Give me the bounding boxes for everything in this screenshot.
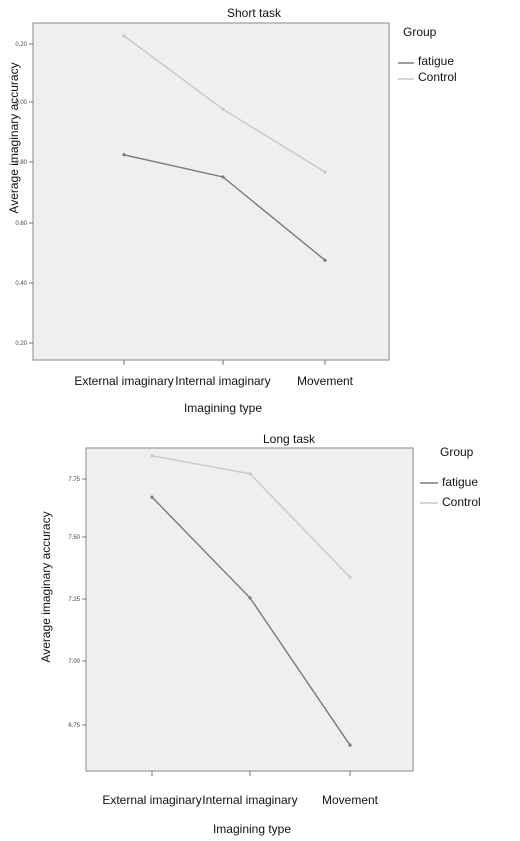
data-point-control bbox=[122, 34, 126, 38]
y-axis-label: Average imaginary accuracy bbox=[39, 511, 53, 662]
data-point-control bbox=[221, 107, 225, 111]
legend-title: Group bbox=[403, 25, 437, 39]
x-axis-label: Imagining type bbox=[184, 401, 262, 415]
chart-title: Short task bbox=[227, 6, 282, 20]
chart-long-task: Long task Average imaginary accuracy Ima… bbox=[39, 432, 481, 836]
x-tick-label: External imaginary bbox=[102, 793, 201, 807]
y-ticks: 6.75 7.00 7.25 7.50 7.75 bbox=[68, 477, 86, 729]
data-point-control bbox=[150, 454, 154, 458]
y-tick-label: 7.75 bbox=[68, 477, 80, 483]
y-tick-label: 0.60 bbox=[15, 221, 27, 227]
y-tick-label: 0.00 bbox=[15, 100, 27, 106]
y-tick-label: 6.75 bbox=[68, 723, 80, 729]
plot-area bbox=[32, 22, 390, 361]
data-point-fatigue bbox=[122, 153, 126, 157]
x-categories: External imaginary Internal imaginary Move… bbox=[74, 360, 354, 388]
y-tick-label: 7.00 bbox=[68, 659, 80, 665]
chart-short-task: Short task Average imaginary accuracy Im… bbox=[7, 6, 457, 415]
y-axis-label: Average imaginary accuracy bbox=[7, 62, 21, 213]
data-point-fatigue bbox=[150, 495, 154, 499]
legend: Group fatigue Control bbox=[398, 25, 457, 84]
x-tick-label: Movement bbox=[322, 793, 379, 807]
series-lines bbox=[122, 34, 327, 262]
legend-item-control: Control bbox=[418, 70, 457, 84]
data-point-fatigue bbox=[221, 175, 225, 179]
data-point-fatigue bbox=[248, 596, 252, 600]
x-axis-label: Imagining type bbox=[213, 822, 291, 836]
legend-title: Group bbox=[440, 445, 474, 459]
legend-item-fatigue: fatigue bbox=[418, 54, 454, 68]
x-categories: External imaginary Internal imaginary Move… bbox=[102, 771, 379, 807]
data-point-control bbox=[348, 575, 352, 579]
x-tick-label: Internal imaginary bbox=[202, 793, 297, 807]
y-ticks: 0.20 0.40 0.60 0.80 0.00 0.20 bbox=[15, 42, 33, 347]
y-tick-label: 0.80 bbox=[15, 160, 27, 166]
series-lines bbox=[150, 454, 352, 747]
legend: Group fatigue Control bbox=[420, 445, 481, 509]
data-point-fatigue bbox=[323, 258, 327, 262]
y-tick-label: 7.25 bbox=[68, 597, 80, 603]
x-tick-label: Internal imaginary bbox=[175, 374, 270, 388]
y-tick-label: 7.50 bbox=[68, 535, 80, 541]
data-point-fatigue bbox=[348, 743, 352, 747]
data-point-control bbox=[323, 170, 327, 174]
chart-title: Long task bbox=[263, 432, 316, 446]
y-tick-label: 0.40 bbox=[15, 281, 27, 287]
y-tick-label: 0.20 bbox=[15, 42, 27, 48]
x-tick-label: External imaginary bbox=[74, 374, 173, 388]
data-point-control bbox=[248, 472, 252, 476]
x-tick-label: Movement bbox=[297, 374, 354, 388]
y-tick-label: 0.20 bbox=[15, 341, 27, 347]
legend-item-fatigue: fatigue bbox=[442, 475, 478, 489]
plot-area bbox=[85, 447, 414, 772]
legend-item-control: Control bbox=[442, 495, 481, 509]
